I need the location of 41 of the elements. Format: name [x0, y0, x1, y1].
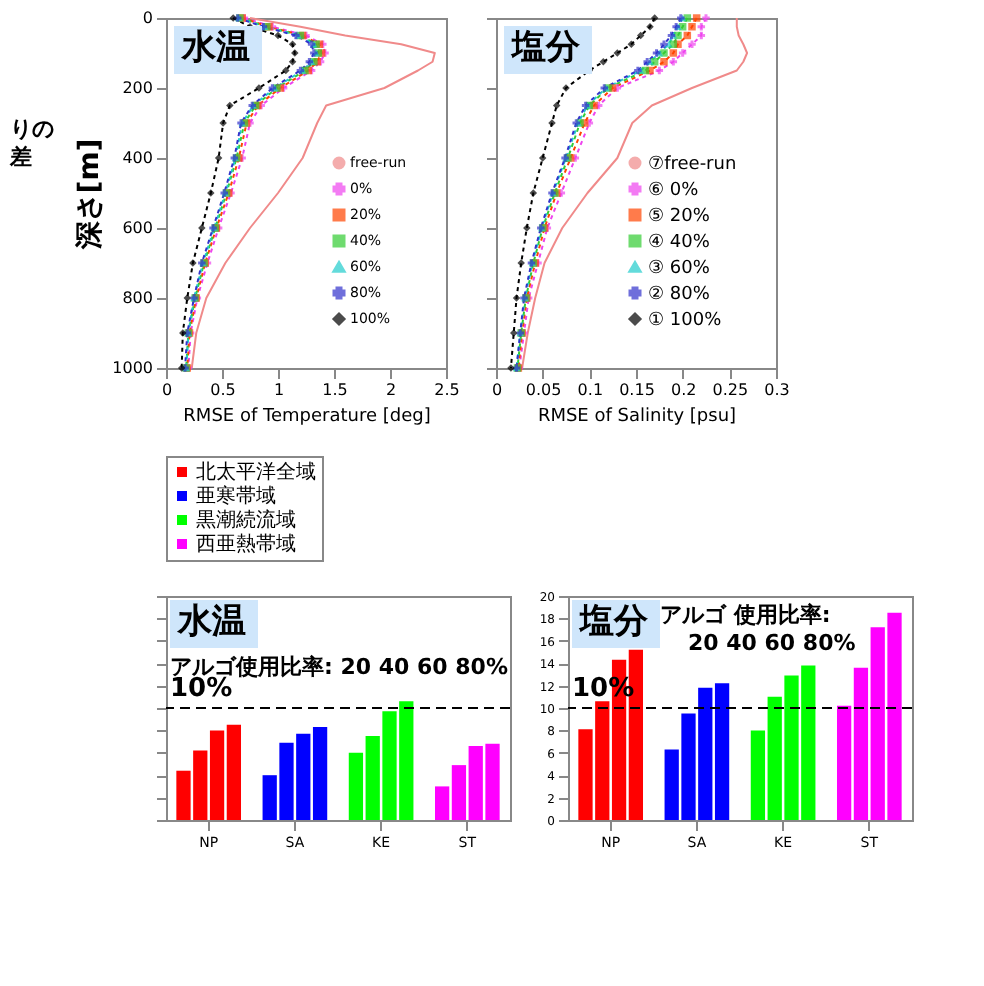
legend-label: 亜寒帯域 — [196, 484, 276, 508]
legend-label: ② 80% — [648, 285, 711, 305]
x-tick-label: 2.5 — [434, 381, 460, 399]
y-axis-title: 深さ[m] — [74, 138, 107, 252]
x-tick-label: 0.1 — [577, 381, 604, 399]
chart-title: 水温 — [176, 602, 246, 642]
legend-label: 西亜熱帯域 — [196, 532, 296, 556]
x-axis-title: RMSE of Temperature [deg] — [183, 407, 431, 427]
chart-title: 塩分 — [578, 602, 650, 642]
legend-label: ③ 60% — [648, 259, 711, 279]
x-tick-label: 0.15 — [619, 381, 655, 399]
x-tick-label: 0 — [161, 381, 173, 399]
ref-line-label: 10% — [170, 674, 233, 704]
x-tick-label: 0.05 — [525, 381, 562, 399]
chart-title: 塩分 — [510, 28, 582, 68]
y-tick-label: 400 — [122, 149, 153, 167]
x-tick-label: 1.5 — [322, 381, 348, 399]
y-tick-label: 200 — [122, 79, 153, 97]
x-tick-label: 0.2 — [670, 381, 697, 399]
x-tick-label: 0.25 — [712, 381, 749, 399]
legend-label: ④ 40% — [648, 233, 711, 253]
legend-label: ⑤ 20% — [648, 207, 711, 227]
y-tick-label: 800 — [122, 289, 153, 307]
x-tick-label: 0.3 — [764, 381, 790, 399]
legend-label: ⑥ 0% — [648, 181, 700, 201]
legend-label: ⑦free-run — [648, 155, 737, 175]
legend-label: 黒潮続流域 — [196, 508, 296, 532]
legend-label: ① 100% — [648, 311, 723, 331]
y-tick-label: 1000 — [112, 359, 153, 377]
x-tick-label: 1 — [273, 381, 285, 399]
y-tick-label: 0 — [142, 9, 153, 27]
y-tick-label: 600 — [122, 219, 153, 237]
chart-title: 水温 — [180, 28, 250, 68]
x-tick-label: 0 — [491, 381, 503, 399]
x-tick-label: 2 — [385, 381, 397, 399]
legend-label: 北太平洋全域 — [196, 460, 316, 484]
text: りの差 — [8, 116, 54, 170]
annotation: アルゴ 使用比率: — [660, 602, 831, 628]
x-tick-label: 0.5 — [210, 381, 236, 399]
annotation: 20 40 60 80% — [688, 630, 856, 656]
x-axis-title: RMSE of Salinity [psu] — [537, 407, 737, 427]
